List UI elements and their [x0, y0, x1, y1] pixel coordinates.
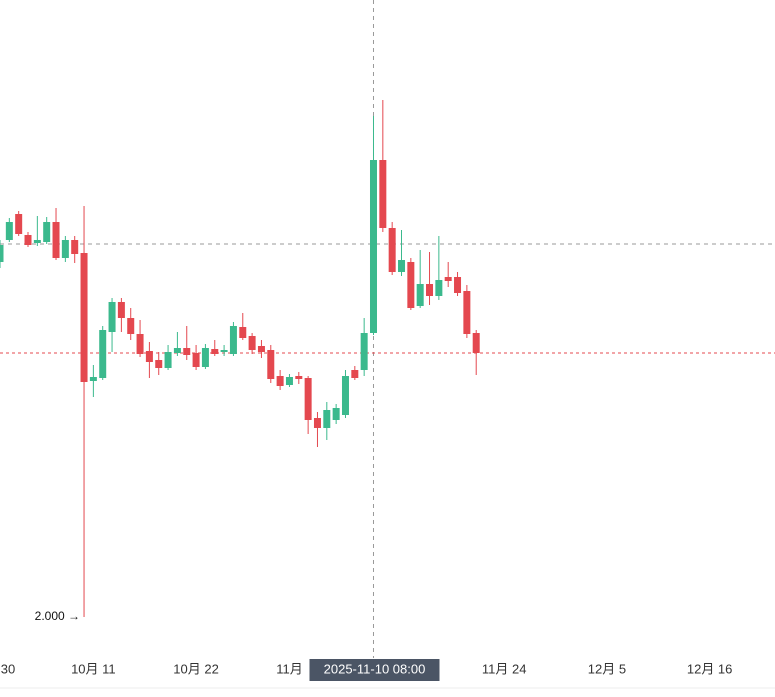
candle-body [155, 360, 163, 368]
candle-body [304, 378, 312, 420]
candle-body [211, 349, 219, 354]
candle-body [0, 245, 4, 262]
candle-body [444, 277, 452, 281]
candle-body [201, 348, 209, 367]
x-tick-label: 10月 22 [173, 661, 219, 676]
candle-body [220, 350, 228, 352]
candle-body [99, 330, 107, 378]
candle-body [136, 334, 144, 354]
candle-body [43, 222, 51, 242]
candle-body [33, 240, 41, 243]
candle-body [323, 410, 331, 428]
candle-body [108, 302, 116, 332]
candle-body [341, 376, 349, 415]
candle-body [52, 222, 60, 258]
candle-body [164, 352, 172, 368]
candle-body [239, 327, 247, 338]
candle-body [15, 214, 23, 234]
x-tick-label: 10月 11 [71, 661, 116, 676]
candle-body [472, 333, 480, 353]
candle-body [117, 302, 125, 318]
candle-body [192, 353, 200, 367]
candle-body [426, 284, 434, 296]
candle-body [229, 326, 237, 354]
candle-body [173, 348, 181, 353]
candle-body [127, 318, 135, 334]
candle-body [183, 348, 191, 355]
candle-body [267, 350, 275, 379]
candle-body [5, 222, 13, 240]
candle-body [435, 280, 443, 296]
candle-body [71, 240, 79, 254]
candle-body [248, 336, 256, 350]
candle-body [24, 235, 32, 245]
candle-body [313, 418, 321, 428]
candle-body [145, 351, 153, 362]
candle-body [351, 370, 359, 378]
crosshair-label-box [309, 659, 440, 681]
candle-body [407, 262, 415, 308]
candle-body [295, 376, 303, 379]
candle-body [276, 376, 284, 386]
x-tick-label: 11月 [276, 661, 303, 676]
crosshair-label: 2025-11-10 08:00 [324, 661, 426, 676]
candle-body [360, 333, 368, 370]
candle-body [416, 284, 424, 306]
candle-body [61, 240, 69, 258]
candle-body [398, 260, 406, 272]
candle-body [463, 291, 471, 334]
candle-body [285, 377, 293, 385]
x-tick-label: 12月 5 [588, 661, 626, 676]
candle-body [388, 228, 396, 272]
candle-body [379, 160, 387, 228]
candle-body [89, 377, 97, 381]
x-tick-label: 12月 16 [687, 661, 733, 676]
x-tick-label: 11月 24 [482, 661, 527, 676]
x-tick-label: 30 [1, 661, 15, 676]
low-annotation: 2.000 → [35, 609, 80, 623]
candle-body [454, 277, 462, 293]
candle-body [332, 408, 340, 420]
candle-body [80, 253, 88, 382]
candle-body [369, 160, 377, 333]
candle-body [257, 346, 265, 352]
